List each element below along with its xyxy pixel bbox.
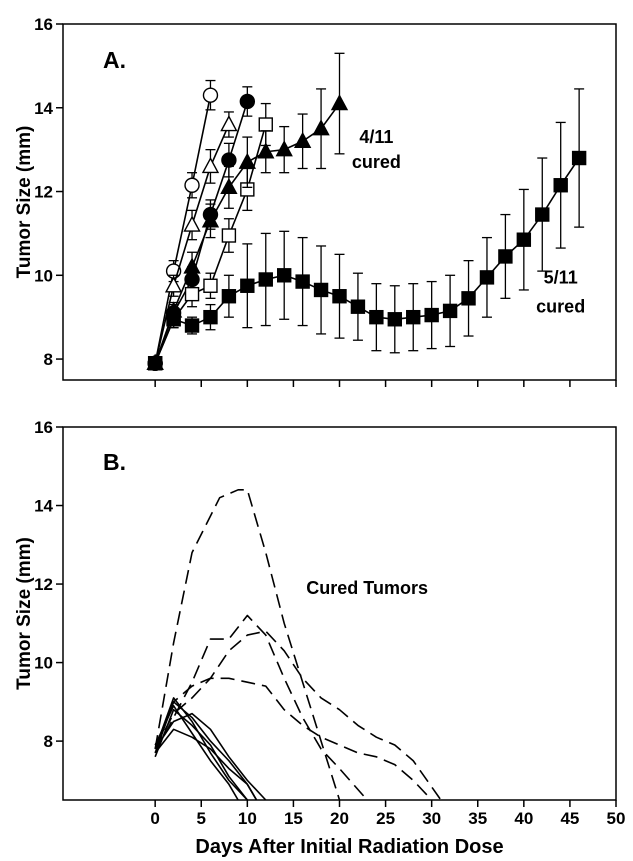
data-point [350,299,366,314]
y-tick-label: 8 [44,732,53,751]
data-point [571,150,587,166]
data-point [516,232,532,247]
series-line [154,630,442,800]
data-point [203,309,218,325]
data-point [166,312,181,327]
y-axis-label: Tumor Size (mm) [14,126,35,279]
series-line [154,614,368,800]
data-point [277,268,292,283]
series-line [154,697,248,800]
data-point [201,156,220,174]
data-point [424,307,439,323]
data-point [220,177,238,195]
y-tick-label: 16 [34,418,53,437]
y-tick-label: 14 [34,99,53,118]
x-tick-label: 5 [197,809,206,828]
x-tick-label: 0 [150,809,159,828]
data-point [184,318,200,333]
data-point [184,286,200,302]
annotation-text: Cured Tumors [306,578,428,598]
data-point [240,278,255,293]
data-point [221,152,237,168]
panel-b: 8 10 12 14 16 0 5 10 15 20 25 30 35 40 45 50 Tumor Size … [14,418,625,858]
data-point [221,228,237,243]
series-line [154,677,433,800]
y-tick-label: 12 [34,183,53,202]
series-line [154,708,248,800]
data-point [203,278,218,293]
y-tick-label: 14 [34,497,53,516]
data-point [275,140,293,157]
data-point [313,282,329,298]
data-point [147,356,163,371]
data-point [184,177,200,193]
data-point [239,93,256,110]
panel-label: B. [103,449,126,475]
x-tick-label: 50 [607,809,626,828]
data-point [258,272,273,287]
data-point [535,207,550,222]
data-point [498,249,513,264]
series-line [154,489,341,800]
x-tick-label: 20 [330,809,349,828]
panel-label: A. [103,47,126,73]
data-point [332,289,347,304]
panel-a: 8 10 12 14 16 Tumor Size (mm) A. 4/11 cured 5/11 c… [14,15,617,387]
series-line [154,712,267,800]
y-axis-label: Tumor Size (mm) [14,537,35,690]
data-point [221,289,237,304]
data-point [183,215,201,232]
data-point [369,309,384,325]
annotation-text: 4/11 [359,127,393,147]
series-line [154,701,258,800]
data-point [461,291,476,306]
x-tick-label: 35 [468,809,487,828]
data-point [312,119,330,136]
y-tick-label: 8 [44,350,53,369]
annotation-text: cured [352,152,401,172]
data-area [154,489,442,800]
y-tick-label: 12 [34,575,53,594]
data-point [201,211,220,228]
data-point [442,303,458,319]
data-point [295,274,310,289]
data-point [258,117,273,132]
data-point [183,257,201,274]
x-tick-label: 25 [376,809,395,828]
data-point [479,270,495,285]
x-tick-label: 10 [238,809,257,828]
annotation-text: 5/11 [544,267,578,287]
x-axis-label: Days After Initial Radiation Dose [195,836,503,858]
data-point [293,131,312,148]
x-tick-label: 45 [560,809,579,828]
data-point [406,309,421,325]
data-point [220,115,238,132]
x-tick-label: 15 [284,809,303,828]
data-point [257,142,275,159]
x-tick-label: 30 [422,809,441,828]
data-area [146,52,587,371]
y-tick-label: 10 [34,266,53,285]
plot-frame [62,426,617,801]
series-line [154,95,212,364]
data-point [553,178,568,193]
data-point [202,87,219,103]
data-point [164,276,183,293]
x-tick-label: 40 [514,809,533,828]
data-point [330,94,349,111]
y-tick-label: 16 [34,15,53,34]
data-point [387,312,402,327]
y-tick-label: 10 [34,654,53,673]
data-point [238,152,257,169]
annotation-text: cured [536,297,585,317]
